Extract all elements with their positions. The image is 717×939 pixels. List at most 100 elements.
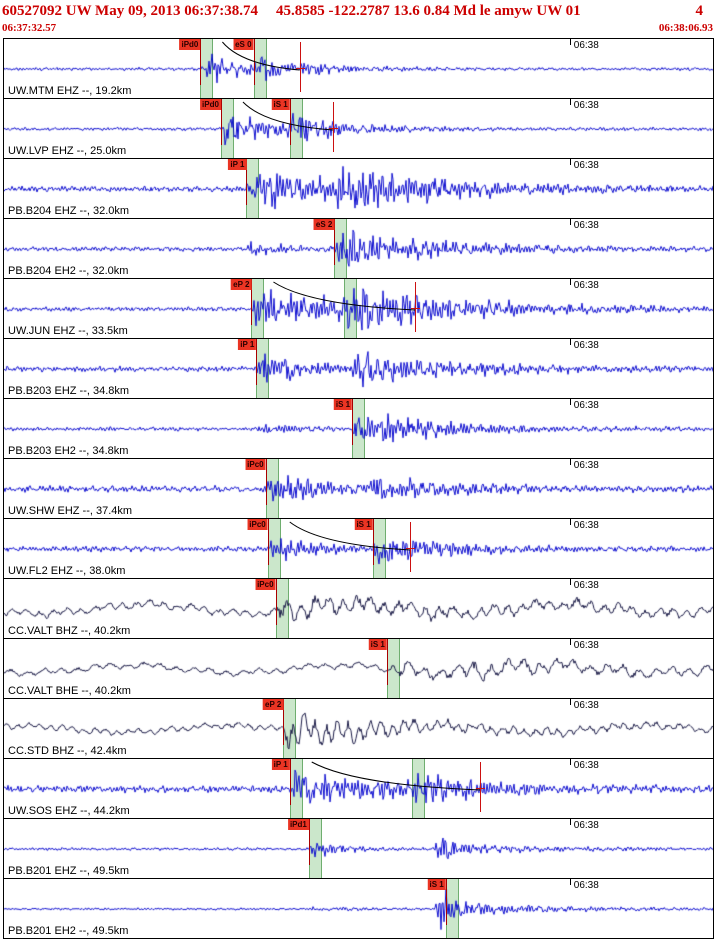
phase-pick-flag[interactable]: iPc0 (247, 519, 268, 530)
minute-tick (569, 879, 571, 885)
phase-pick-line (220, 99, 222, 145)
coda-duration-tick (328, 128, 338, 129)
minute-label: 06:38 (573, 640, 599, 651)
minute-label: 06:38 (573, 340, 599, 351)
waveform-panel[interactable]: 06:38 CC.STD BHZ --, 42.4km eP 2 (4, 698, 713, 758)
phase-pick-line (289, 99, 291, 145)
window-start-time: 06:37:32.57 (2, 22, 57, 34)
waveform-panel[interactable]: 06:38 UW.SHW EHZ --, 37.4km iPc0 (4, 458, 713, 518)
minute-tick (569, 759, 571, 765)
event-id-datetime: 60527092 UW May 09, 2013 06:37:38.74 (2, 3, 258, 19)
phase-pick-line (386, 639, 388, 685)
coda-duration-marker[interactable] (332, 102, 334, 152)
waveform-panel[interactable]: 06:38 UW.JUN EHZ --, 33.5km eP 2 (4, 278, 713, 338)
phase-pick-line (265, 459, 267, 505)
phase-pick-line (275, 579, 277, 625)
time-window-row: 06:37:32.57 06:38:06.93 (2, 21, 713, 38)
waveform-panel[interactable]: 06:38 PB.B204 EH2 --, 32.0km eS 2 (4, 218, 713, 278)
phase-pick-flag[interactable]: iS 1 (368, 639, 387, 650)
station-label: UW.SOS EHZ --, 44.2km (7, 805, 131, 817)
station-label: CC.VALT BHZ --, 40.2km (7, 625, 132, 637)
minute-tick (569, 39, 571, 45)
waveform-panel[interactable]: 06:38 PB.B203 EHZ --, 34.8km iP 1 (4, 338, 713, 398)
coda-duration-marker[interactable] (410, 522, 412, 572)
phase-pick-flag[interactable]: iS 1 (427, 879, 446, 890)
waveform-panel[interactable]: 06:38 PB.B201 EHZ --, 49.5km iPd1 (4, 818, 713, 878)
minute-label: 06:38 (573, 460, 599, 471)
minute-tick (569, 639, 571, 645)
minute-tick (569, 279, 571, 285)
station-label: PB.B201 EH2 --, 49.5km (7, 925, 130, 937)
phase-pick-flag[interactable]: eS 2 (313, 219, 335, 230)
station-label: UW.SHW EHZ --, 37.4km (7, 505, 134, 517)
phase-pick-flag[interactable]: iPc0 (245, 459, 266, 470)
minute-label: 06:38 (573, 820, 599, 831)
phase-pick-line (200, 39, 202, 85)
minute-tick (569, 159, 571, 165)
coda-duration-tick (406, 548, 416, 549)
coda-duration-tick (411, 308, 421, 309)
coda-duration-marker[interactable] (415, 282, 417, 332)
minute-label: 06:38 (573, 880, 599, 891)
phase-pick-flag[interactable]: eP 2 (263, 699, 284, 710)
phase-pick-line (445, 879, 447, 925)
phase-pick-flag[interactable]: iS 1 (354, 519, 373, 530)
waveform-panel[interactable]: 06:38 UW.SOS EHZ --, 44.2km iP 1 (4, 758, 713, 818)
station-label: UW.JUN EHZ --, 33.5km (7, 325, 129, 337)
minute-label: 06:38 (573, 760, 599, 771)
station-label: UW.FL2 EHZ --, 38.0km (7, 565, 127, 577)
phase-pick-flag[interactable]: iPd1 (287, 819, 309, 830)
station-label: UW.LVP EHZ --, 25.0km (7, 145, 128, 157)
waveform-panel[interactable]: 06:38 UW.LVP EHZ --, 25.0km iPd0 iS 1 (4, 98, 713, 158)
phase-pick-flag[interactable]: iPd0 (200, 99, 221, 110)
waveform-panel[interactable]: 06:38 CC.VALT BHE --, 40.2km iS 1 (4, 638, 713, 698)
phase-pick-line (289, 759, 291, 805)
minute-tick (569, 819, 571, 825)
event-location-magnitude: 45.8585 -122.2787 13.6 0.84 Md le amyw U… (275, 3, 581, 19)
coda-duration-marker[interactable] (480, 762, 482, 812)
phase-pick-line (283, 699, 285, 745)
phase-pick-flag[interactable]: iP 1 (271, 759, 290, 770)
minute-label: 06:38 (573, 580, 599, 591)
station-label: UW.MTM EHZ --, 19.2km (7, 85, 133, 97)
phase-pick-line (372, 519, 374, 565)
coda-duration-tick (476, 788, 486, 789)
phase-pick-line (253, 39, 255, 85)
minute-label: 06:38 (573, 400, 599, 411)
phase-pick-flag[interactable]: iS 1 (271, 99, 290, 110)
waveform-panel[interactable]: 06:38 UW.MTM EHZ --, 19.2km iPd0 eS 0 (4, 38, 713, 98)
phase-pick-flag[interactable]: iS 1 (333, 399, 353, 410)
phase-pick-line (334, 219, 336, 265)
phase-pick-line (352, 399, 354, 445)
phase-pick-flag[interactable]: iPc0 (255, 579, 276, 590)
waveform-panel[interactable]: 06:38 CC.VALT BHZ --, 40.2km iPc0 (4, 578, 713, 638)
phase-pick-line (308, 819, 310, 865)
minute-tick (569, 519, 571, 525)
phase-pick-flag[interactable]: iP 1 (228, 159, 247, 170)
minute-label: 06:38 (573, 520, 599, 531)
waveform-panel[interactable]: 06:38 UW.FL2 EHZ --, 38.0km iPc0 iS 1 (4, 518, 713, 578)
event-summary-line: 60527092 UW May 09, 2013 06:37:38.74 45.… (2, 1, 713, 21)
minute-label: 06:38 (573, 100, 599, 111)
phase-pick-flag[interactable]: iPd0 (179, 39, 201, 50)
waveform-panel[interactable]: 06:38 PB.B203 EH2 --, 34.8km iS 1 (4, 398, 713, 458)
waveform-panel[interactable]: 06:38 PB.B204 EHZ --, 32.0km iP 1 (4, 158, 713, 218)
station-label: PB.B203 EH2 --, 34.8km (7, 445, 130, 457)
phase-pick-line (256, 339, 258, 385)
minute-label: 06:38 (573, 700, 599, 711)
window-end-time: 06:38:06.93 (658, 22, 713, 34)
minute-tick (569, 459, 571, 465)
minute-tick (569, 399, 571, 405)
phase-pick-flag[interactable]: iP 1 (238, 339, 257, 350)
station-label: PB.B204 EHZ --, 32.0km (7, 205, 131, 217)
waveform-list: 06:38 UW.MTM EHZ --, 19.2km iPd0 eS 0 06:… (3, 38, 714, 939)
coda-duration-marker[interactable] (299, 42, 301, 92)
waveform-panel[interactable]: 06:38 PB.B201 EH2 --, 49.5km iS 1 (4, 878, 713, 938)
minute-tick (569, 579, 571, 585)
phase-pick-flag[interactable]: eS 0 (233, 39, 254, 50)
minute-label: 06:38 (573, 280, 599, 291)
phase-pick-flag[interactable]: eP 2 (231, 279, 252, 290)
station-label: PB.B201 EHZ --, 49.5km (7, 865, 131, 877)
minute-tick (569, 219, 571, 225)
minute-tick (569, 99, 571, 105)
